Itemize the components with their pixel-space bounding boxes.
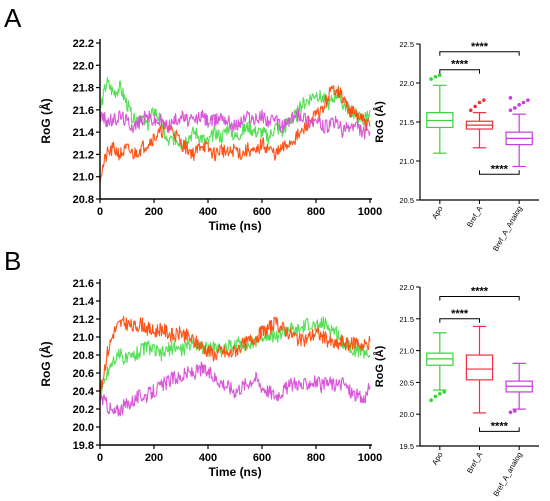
significance-bracket xyxy=(439,69,480,74)
x-tick-label: 400 xyxy=(199,452,217,464)
significance-label: **** xyxy=(451,308,469,320)
y-tick-label: 21.0 xyxy=(73,332,94,344)
box-chart-b: 19.5 20.0 20.5 21.0 21.5 22.0 RoG (Å) Apo Bref_A… xyxy=(373,283,539,498)
box-y-tick-label: 22.5 xyxy=(399,40,414,49)
box-outlier xyxy=(473,104,477,109)
y-tick-label: 20.4 xyxy=(73,386,95,398)
significance-bracket xyxy=(479,427,520,432)
x-tick-label: 400 xyxy=(199,206,217,218)
box-outlier xyxy=(438,73,442,77)
box-outlier xyxy=(521,100,526,105)
significance-bracket xyxy=(439,51,520,56)
box-outlier xyxy=(482,98,486,102)
y-tick-label: 22.2 xyxy=(73,38,94,50)
y-tick-label: 20.8 xyxy=(73,194,94,206)
box-outlier xyxy=(433,394,438,399)
significance-bracket xyxy=(439,318,480,323)
significance-label: **** xyxy=(491,163,509,175)
significance-label: **** xyxy=(471,286,489,298)
y-tick-label: 22.0 xyxy=(73,60,94,72)
box-y-tick-label: 20.5 xyxy=(399,378,414,387)
box-outlier xyxy=(438,392,442,396)
y-tick-label: 21.6 xyxy=(73,105,94,117)
x-tick-label: 800 xyxy=(307,206,325,218)
y-tick-label: 20.2 xyxy=(73,404,94,416)
series-line-apo xyxy=(99,316,371,405)
line-chart-a: 20.8 21.0 21.2 21.4 21.6 21.8 22.0 22.2 0 200 400 6… xyxy=(38,38,382,233)
box-outlier xyxy=(468,108,473,113)
box-y-tick-label: 21.0 xyxy=(399,347,414,356)
box-outlier xyxy=(433,74,438,79)
y-tick-label: 20.0 xyxy=(73,422,94,434)
box-y-axis-label: RoG (Å) xyxy=(373,101,386,143)
box-outlier xyxy=(508,410,513,415)
box-outlier xyxy=(526,98,530,102)
y-axis-label: RoG (Å) xyxy=(38,341,53,386)
y-axis-label: RoG (Å) xyxy=(38,98,53,143)
box-outlier xyxy=(442,390,446,394)
box-outlier xyxy=(508,108,513,113)
y-tick-label: 20.8 xyxy=(73,350,94,362)
x-tick-label: 1000 xyxy=(358,206,382,218)
box-category-label: Apo xyxy=(430,451,444,467)
x-tick-label: 600 xyxy=(253,206,271,218)
significance-bracket xyxy=(479,170,520,175)
x-tick-label: 200 xyxy=(145,206,163,218)
y-tick-label: 21.4 xyxy=(73,296,95,308)
x-tick-label: 600 xyxy=(253,452,271,464)
x-tick-label: 200 xyxy=(145,452,163,464)
y-tick-label: 21.6 xyxy=(73,278,94,290)
box-category-label: Bref_A_analog xyxy=(491,451,524,498)
panel-label-b: B xyxy=(4,246,21,276)
y-tick-label: 21.2 xyxy=(73,149,94,161)
series-line-bref_a xyxy=(99,85,371,184)
x-tick-label: 0 xyxy=(97,452,103,464)
box-y-axis-label: RoG (Å) xyxy=(373,345,386,387)
box-outlier xyxy=(429,398,433,403)
box-iqr xyxy=(465,354,494,381)
box-outlier xyxy=(513,106,517,110)
y-tick-label: 21.4 xyxy=(73,127,95,139)
box-outlier xyxy=(517,103,521,107)
x-tick-label: 0 xyxy=(97,206,103,218)
box-category-label: Bref_A_Analog xyxy=(491,205,524,253)
y-tick-label: 19.8 xyxy=(73,440,94,452)
x-axis-label: Time (ns) xyxy=(208,219,261,233)
x-tick-label: 800 xyxy=(307,452,325,464)
series-line-bref_a_analog xyxy=(99,108,371,140)
box-chart-a: 20.5 21.0 21.5 22.0 22.5 RoG (Å) Apo Bref_A Bref… xyxy=(373,40,539,253)
x-axis-label: Time (ns) xyxy=(208,465,261,479)
significance-label: **** xyxy=(471,41,489,53)
y-tick-label: 20.6 xyxy=(73,368,94,380)
panel-label-a: A xyxy=(4,3,22,33)
box-y-tick-label: 21.5 xyxy=(399,118,414,127)
box-y-tick-label: 20.0 xyxy=(399,410,414,419)
box-y-tick-label: 22.0 xyxy=(399,283,414,292)
series-line-bref_a_analog xyxy=(99,361,371,417)
box-outlier xyxy=(477,100,482,105)
y-tick-label: 21.0 xyxy=(73,172,94,184)
significance-bracket xyxy=(439,296,520,301)
box-y-tick-label: 20.5 xyxy=(399,196,414,205)
box-outlier xyxy=(429,77,433,81)
box-y-tick-label: 21.5 xyxy=(399,315,414,324)
box-outlier xyxy=(513,409,517,413)
box-outlier xyxy=(508,96,513,100)
box-category-label: Bref_A xyxy=(465,205,484,229)
series-line-bref_a xyxy=(99,315,371,397)
box-category-label: Bref_A xyxy=(465,451,484,475)
y-tick-label: 21.2 xyxy=(73,314,94,326)
y-tick-label: 21.8 xyxy=(73,83,94,95)
significance-label: **** xyxy=(451,59,469,71)
significance-label: **** xyxy=(491,420,509,432)
box-y-tick-label: 21.0 xyxy=(399,157,414,166)
box-category-label: Apo xyxy=(430,205,444,221)
box-y-tick-label: 19.5 xyxy=(399,442,414,451)
box-y-tick-label: 22.0 xyxy=(399,79,414,88)
line-chart-b: 19.8 20.0 20.2 20.4 20.6 20.8 21.0 21.2 21.4 21.6… xyxy=(38,278,382,479)
x-tick-label: 1000 xyxy=(358,452,382,464)
